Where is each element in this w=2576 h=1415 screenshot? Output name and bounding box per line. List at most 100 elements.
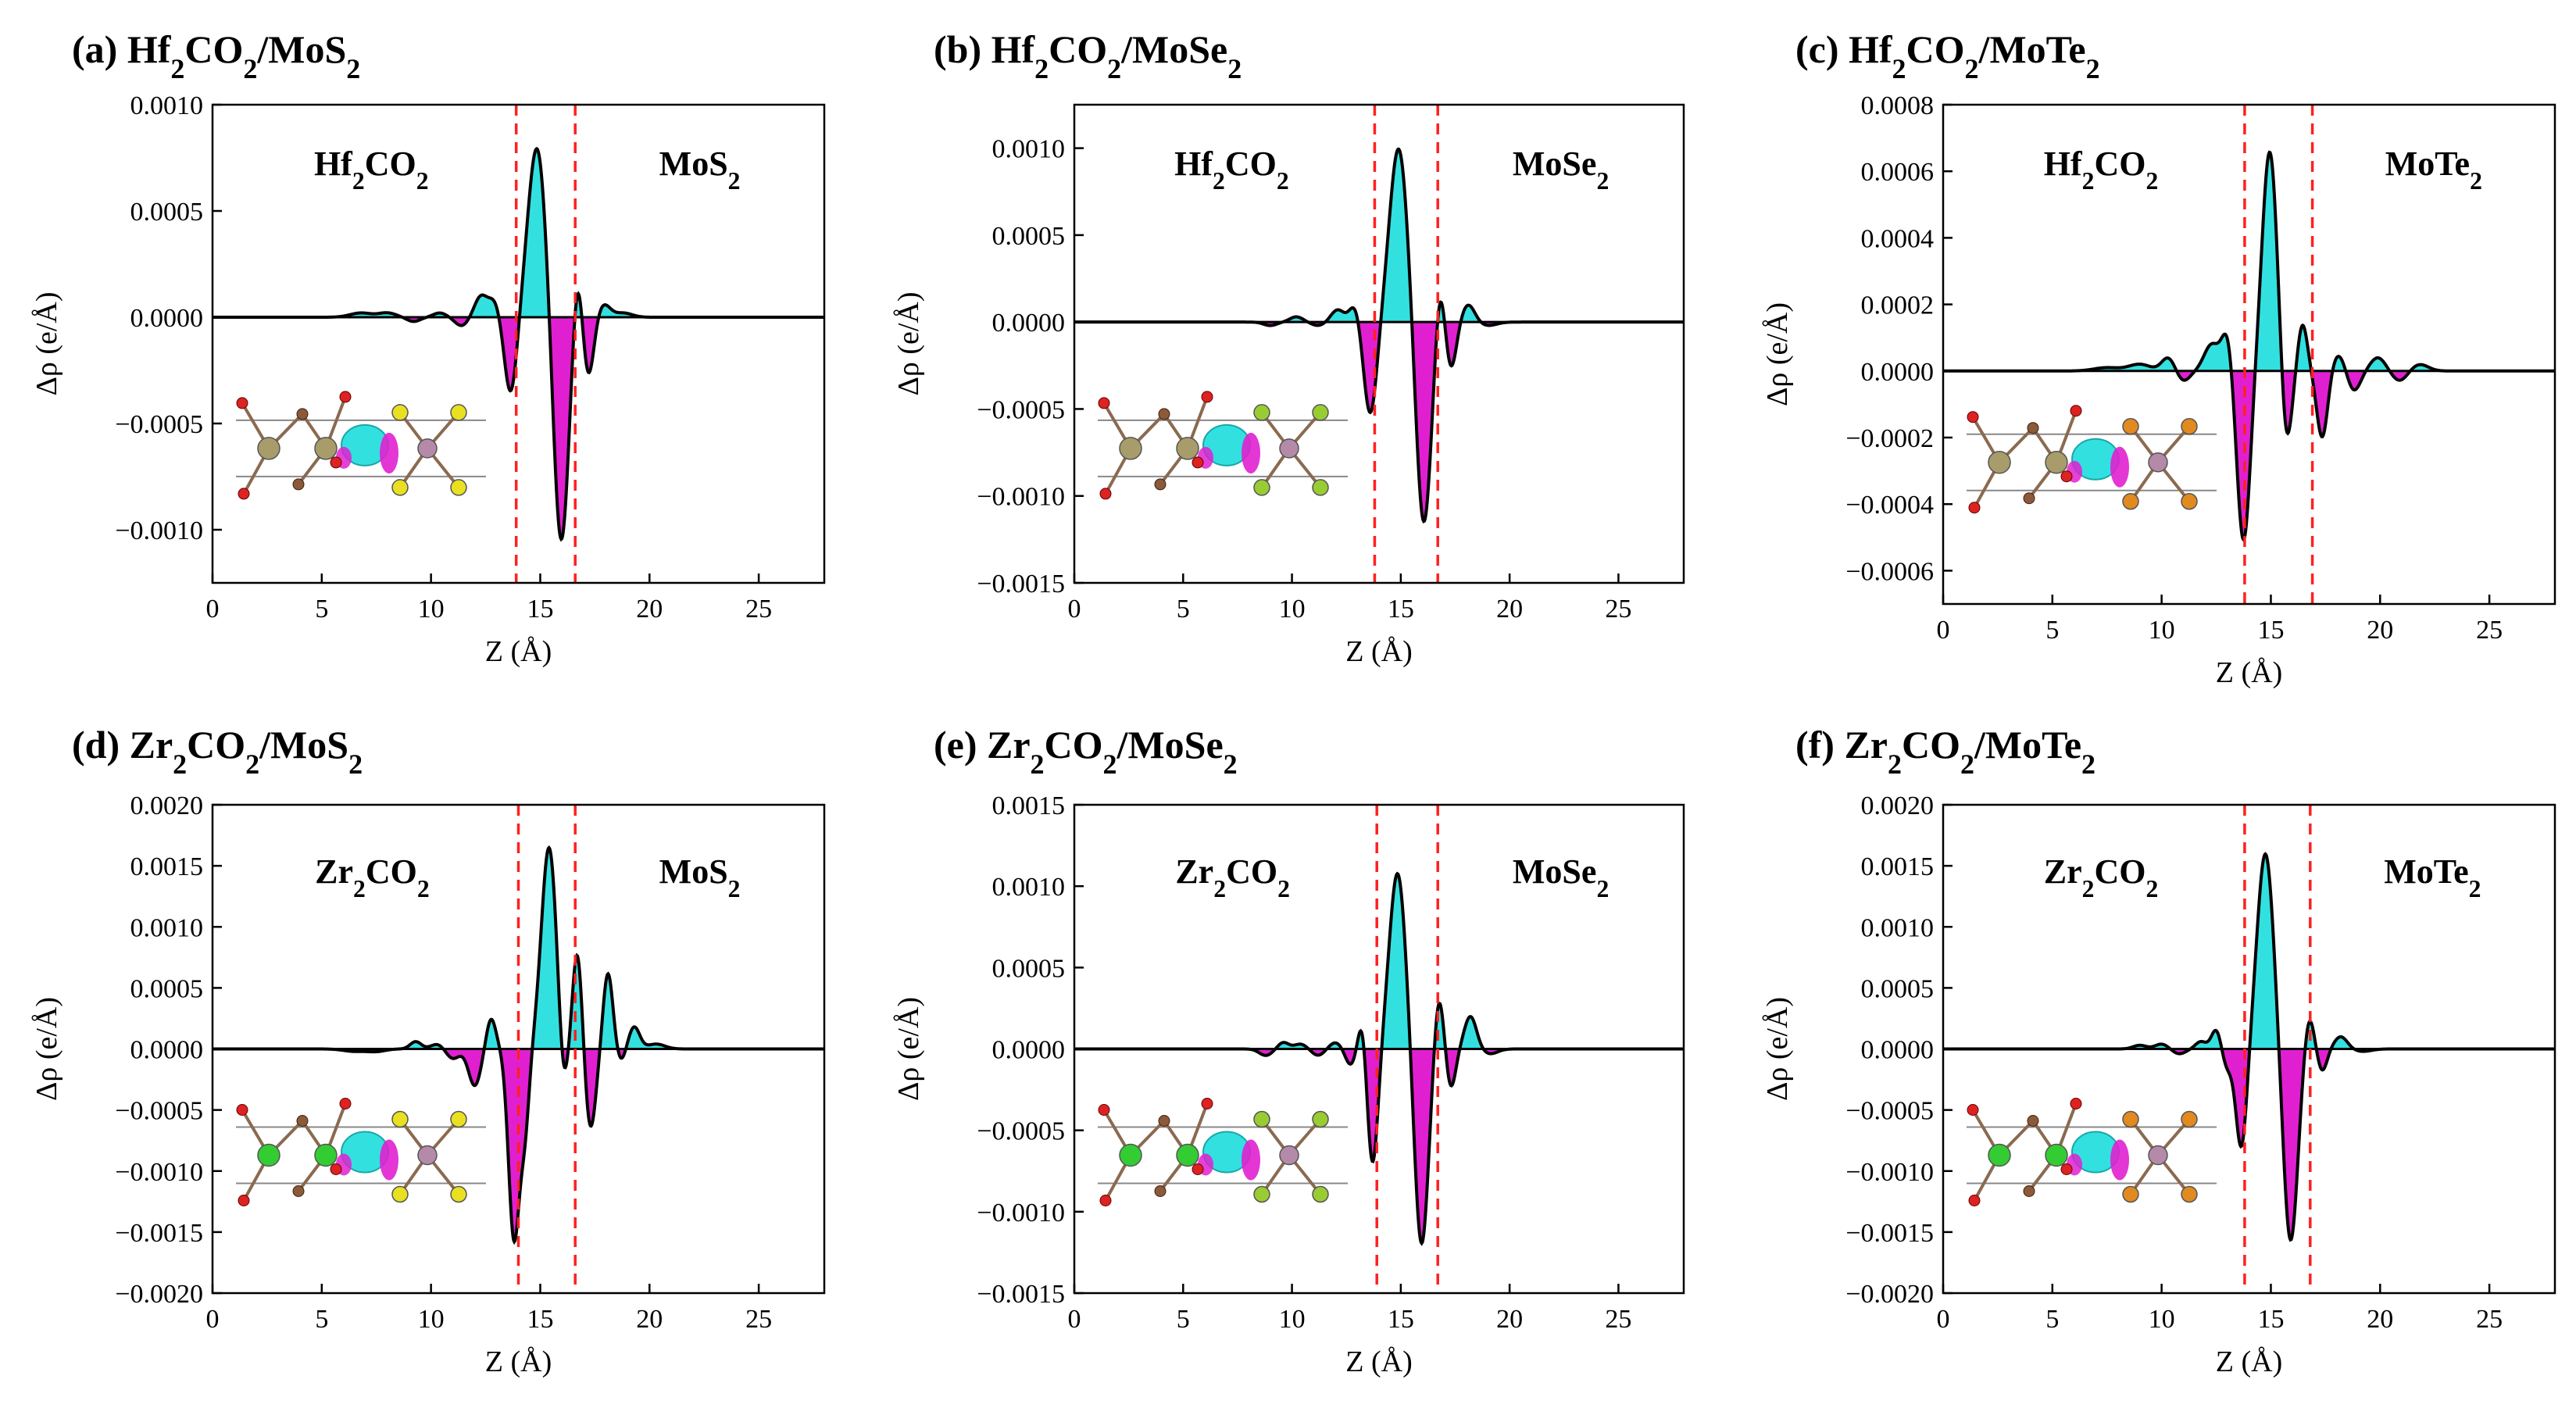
inset-chalcogen-atom bbox=[1253, 1185, 1270, 1203]
x-tick-label: 15 bbox=[2257, 1305, 2284, 1334]
panel-title-part: CO bbox=[1049, 27, 1107, 71]
y-tick-label: −0.0004 bbox=[1845, 491, 1934, 520]
x-tick-label: 25 bbox=[2476, 1305, 2503, 1334]
x-tick-label: 20 bbox=[2367, 616, 2393, 645]
inset-oxygen-atom bbox=[339, 1098, 352, 1109]
inset-charge-depletion bbox=[2110, 446, 2129, 488]
region-label-right: MoTe2 bbox=[2385, 145, 2482, 195]
panel-title-part: 2 bbox=[1031, 749, 1045, 780]
inset-charge-depletion bbox=[380, 432, 398, 473]
inset-oxygen-atom bbox=[1192, 1163, 1204, 1175]
region-label-left: Zr2CO2 bbox=[315, 852, 430, 902]
x-axis-label: Z (Å) bbox=[485, 635, 552, 668]
y-tick-label: 0.0015 bbox=[1861, 852, 1935, 881]
y-tick-label: 0.0010 bbox=[992, 135, 1066, 164]
delta-rho-curve bbox=[213, 845, 824, 1245]
inset-chalcogen-atom bbox=[2122, 492, 2139, 510]
y-tick-label: −0.0002 bbox=[1845, 424, 1934, 453]
inset-metal-atom bbox=[1176, 437, 1199, 460]
inset-oxygen-atom bbox=[2070, 405, 2082, 417]
plot-frame bbox=[1942, 103, 2556, 606]
panel-label: (f) bbox=[1795, 723, 1844, 766]
x-tick-label: 15 bbox=[527, 595, 553, 624]
region-label-right: MoSe2 bbox=[1513, 852, 1609, 902]
structure-inset bbox=[236, 391, 486, 500]
region-label-right-part-0: MoSe bbox=[1513, 145, 1597, 183]
panel-title-part: 2 bbox=[170, 53, 184, 84]
panel-title-part: /MoS bbox=[259, 723, 348, 766]
x-tick-label: 15 bbox=[527, 1305, 553, 1334]
y-tick-label: 0.0005 bbox=[130, 198, 204, 227]
inset-chalcogen-atom bbox=[1312, 404, 1329, 421]
y-tick-label: −0.0015 bbox=[115, 1219, 203, 1248]
inset-oxygen-atom bbox=[1967, 1104, 1979, 1116]
inset-oxygen-atom bbox=[238, 488, 250, 500]
y-axis-label: Δρ (e/Å) bbox=[1761, 302, 1794, 406]
delta-rho-curve bbox=[1943, 150, 2555, 543]
panel-title-part: 2 bbox=[1224, 749, 1238, 780]
panel-title: (d) Zr2CO2/MoS2 bbox=[72, 723, 363, 780]
panel-title-part: CO bbox=[187, 723, 245, 766]
x-tick-label: 5 bbox=[315, 595, 328, 624]
panel-label: (a) bbox=[72, 27, 127, 71]
structure-inset bbox=[1967, 1098, 2217, 1206]
region-label-right-part-1: 2 bbox=[728, 167, 741, 195]
region-label-left-part-3: 2 bbox=[416, 167, 429, 195]
panel-title-part: /MoTe bbox=[1978, 27, 2086, 71]
x-axis-label: Z (Å) bbox=[2216, 656, 2282, 689]
x-axis-label: Z (Å) bbox=[2216, 1345, 2282, 1378]
charge-depletion-area bbox=[1943, 370, 2555, 540]
region-label-left-part-3: 2 bbox=[2146, 167, 2159, 195]
inset-charge-depletion bbox=[1242, 1139, 1260, 1181]
panel-title-part: /MoSe bbox=[1120, 27, 1227, 71]
inset-metal-atom bbox=[257, 1143, 280, 1167]
y-tick-label: 0.0010 bbox=[992, 873, 1066, 902]
region-label-right: MoSe2 bbox=[1513, 145, 1609, 195]
y-tick-label: 0.0005 bbox=[992, 222, 1066, 251]
inset-metal-atom bbox=[1988, 1143, 2011, 1167]
panel-title: (c) Hf2CO2/MoTe2 bbox=[1795, 27, 2100, 84]
region-label-left-part-0: Zr bbox=[315, 852, 353, 891]
y-tick-label: −0.0005 bbox=[977, 395, 1065, 424]
region-label-right-part-1: 2 bbox=[2469, 875, 2481, 902]
x-tick-label: 25 bbox=[745, 1305, 772, 1334]
region-label-left-part-2: CO bbox=[1225, 145, 1277, 183]
inset-mo-atom bbox=[2148, 452, 2168, 473]
region-label-right-part-1: 2 bbox=[2470, 167, 2482, 195]
delta-rho-curve bbox=[1943, 852, 2555, 1242]
panel-title-part: 2 bbox=[346, 53, 360, 84]
inset-oxygen-atom bbox=[236, 1104, 248, 1116]
panel-title-part: 2 bbox=[1960, 749, 1974, 780]
inset-oxygen-atom bbox=[2070, 1098, 2082, 1109]
x-tick-label: 20 bbox=[1496, 1305, 1523, 1334]
region-label-left-part-2: CO bbox=[365, 145, 416, 183]
x-tick-label: 10 bbox=[2149, 1305, 2175, 1334]
x-tick-label: 10 bbox=[418, 595, 445, 624]
x-tick-label: 10 bbox=[418, 1305, 445, 1334]
x-tick-label: 20 bbox=[636, 595, 663, 624]
inset-oxygen-atom bbox=[1201, 391, 1213, 403]
y-axis-label: Δρ (e/Å) bbox=[892, 997, 925, 1101]
delta-rho-curve bbox=[1074, 147, 1684, 523]
x-tick-label: 20 bbox=[636, 1305, 663, 1334]
panel-title-part: 2 bbox=[1965, 53, 1979, 84]
inset-chalcogen-atom bbox=[1312, 1185, 1329, 1203]
y-tick-label: 0.0020 bbox=[130, 791, 204, 820]
inset-chalcogen-atom bbox=[391, 404, 409, 421]
x-tick-label: 15 bbox=[2257, 616, 2284, 645]
inset-chalcogen-atom bbox=[2122, 1185, 2139, 1203]
inset-metal-atom bbox=[1119, 1143, 1142, 1167]
panel-title: (e) Zr2CO2/MoSe2 bbox=[934, 723, 1238, 780]
x-tick-label: 5 bbox=[2045, 616, 2059, 645]
panel-title: (f) Zr2CO2/MoTe2 bbox=[1795, 723, 2095, 780]
y-tick-label: 0.0020 bbox=[1861, 791, 1935, 820]
panel-title-part: 2 bbox=[1103, 749, 1117, 780]
inset-chalcogen-atom bbox=[2181, 417, 2198, 435]
y-tick-label: −0.0005 bbox=[115, 410, 203, 439]
y-tick-label: 0.0000 bbox=[992, 309, 1066, 338]
panel-title-part: CO bbox=[1906, 27, 1965, 71]
